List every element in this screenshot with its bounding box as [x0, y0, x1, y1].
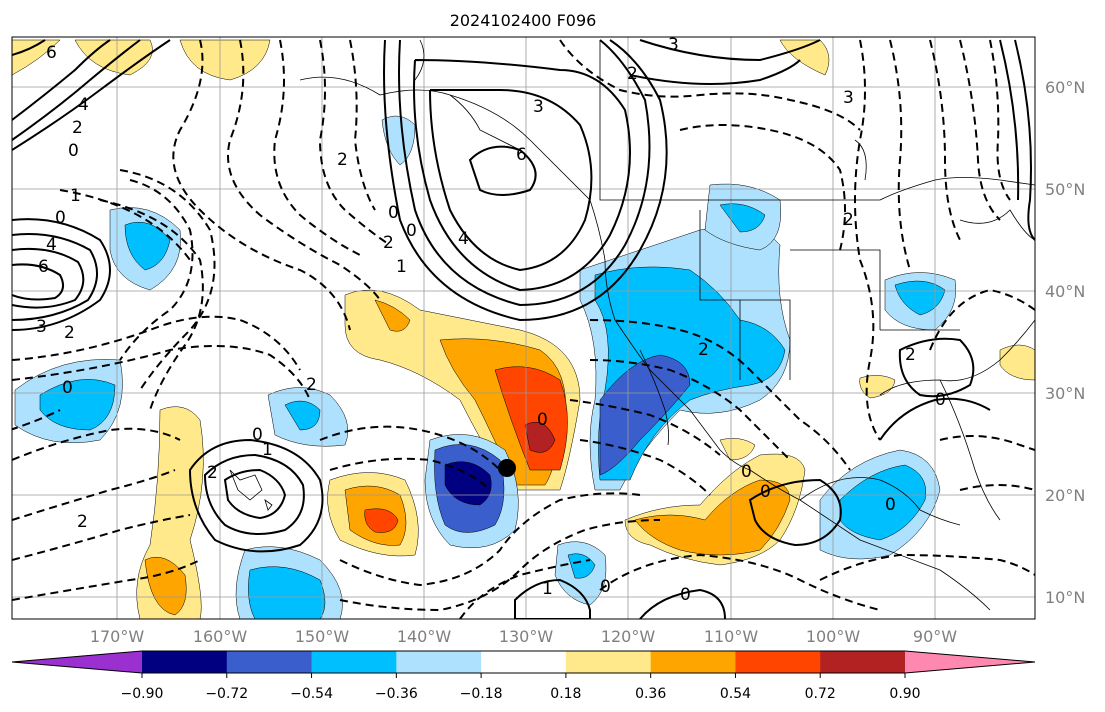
svg-text:0: 0 — [760, 482, 771, 502]
svg-text:6: 6 — [516, 145, 527, 165]
svg-text:1: 1 — [262, 440, 273, 460]
lon-label: 120°W — [601, 627, 656, 646]
svg-text:6: 6 — [46, 43, 57, 63]
lat-label: 10°N — [1045, 588, 1085, 607]
lat-label: 30°N — [1045, 384, 1085, 403]
svg-text:1: 1 — [396, 257, 407, 277]
contour-labels: 6 3 2 3 4 2 0 2 1 0 4 6 3 2 0 2 0 1 2 2 … — [36, 35, 946, 605]
svg-text:0: 0 — [885, 495, 896, 515]
storm-center-marker — [498, 459, 516, 477]
coastlines — [229, 39, 1035, 611]
lat-label: 60°N — [1045, 78, 1085, 97]
colorbar-segment — [650, 651, 736, 673]
svg-text:2: 2 — [383, 233, 394, 253]
svg-text:6: 6 — [38, 257, 49, 277]
colorbar-segment — [820, 651, 906, 673]
lon-label: 150°W — [295, 627, 350, 646]
colorbar-tick-label: 0.36 — [635, 686, 666, 702]
colorbar-segment — [565, 651, 652, 673]
svg-text:0: 0 — [252, 425, 263, 445]
colorbar-segment — [396, 651, 482, 673]
svg-text:0: 0 — [680, 585, 691, 605]
svg-text:0: 0 — [62, 378, 73, 398]
svg-text:0: 0 — [55, 208, 66, 228]
lon-label: 100°W — [806, 627, 861, 646]
svg-text:2: 2 — [337, 150, 348, 170]
svg-text:3: 3 — [36, 317, 47, 337]
svg-text:0: 0 — [388, 203, 399, 223]
colorbar: −0.90 −0.72 −0.54 −0.36 −0.18 0.18 0.36 0.54 0.7… — [11, 650, 1036, 702]
svg-text:2: 2 — [64, 323, 75, 343]
colorbar-segment — [226, 651, 313, 673]
svg-text:2: 2 — [843, 210, 854, 230]
colorbar-tick-label: 0.54 — [720, 686, 751, 702]
map-title: 2024102400 F096 — [450, 11, 597, 30]
svg-text:0: 0 — [537, 410, 548, 430]
colorbar-tick-label: −0.36 — [375, 686, 418, 702]
svg-text:4: 4 — [78, 95, 89, 115]
lon-label: 170°W — [90, 627, 145, 646]
svg-text:0: 0 — [935, 390, 946, 410]
colorbar-extension-low — [12, 651, 142, 673]
svg-text:2: 2 — [77, 512, 88, 532]
svg-text:4: 4 — [458, 229, 469, 249]
lon-label: 90°W — [913, 627, 957, 646]
contour-lines — [12, 39, 1035, 619]
svg-text:0: 0 — [406, 221, 417, 241]
anomaly-shading — [12, 39, 1035, 619]
svg-text:2: 2 — [207, 463, 218, 483]
svg-text:3: 3 — [843, 88, 854, 108]
colorbar-segment — [311, 651, 397, 673]
colorbar-tick-label: −0.72 — [205, 686, 248, 702]
svg-text:0: 0 — [741, 462, 752, 482]
lat-label: 40°N — [1045, 282, 1085, 301]
svg-text:3: 3 — [533, 97, 544, 117]
colorbar-tick-label: −0.54 — [290, 686, 333, 702]
colorbar-tick-label: −0.90 — [121, 686, 164, 702]
latitude-labels: 60°N 50°N 40°N 30°N 20°N 10°N — [1045, 78, 1085, 607]
lon-label: 140°W — [397, 627, 452, 646]
svg-text:0: 0 — [600, 577, 611, 597]
svg-text:4: 4 — [46, 235, 57, 255]
svg-text:2: 2 — [905, 345, 916, 365]
svg-text:3: 3 — [668, 35, 679, 55]
svg-text:1: 1 — [542, 579, 553, 599]
svg-text:0: 0 — [68, 141, 79, 161]
lat-label: 20°N — [1045, 486, 1085, 505]
svg-text:1: 1 — [70, 186, 81, 206]
colorbar-segment — [735, 651, 821, 673]
svg-text:2: 2 — [72, 118, 83, 138]
svg-text:2: 2 — [627, 64, 638, 84]
lon-label: 110°W — [704, 627, 759, 646]
lon-label: 130°W — [499, 627, 554, 646]
colorbar-tick-label: 0.90 — [889, 686, 920, 702]
colorbar-segment — [142, 651, 228, 673]
map-frame — [11, 36, 1036, 620]
lat-label: 50°N — [1045, 180, 1085, 199]
colorbar-tick-label: 0.18 — [550, 686, 581, 702]
colorbar-extension-high — [905, 651, 1035, 673]
svg-text:2: 2 — [698, 340, 709, 360]
colorbar-segment — [481, 651, 567, 673]
colorbar-tick-label: 0.72 — [805, 686, 836, 702]
map-area: 6 3 2 3 4 2 0 2 1 0 4 6 3 2 0 2 0 1 2 2 … — [12, 35, 1035, 619]
longitude-labels: 170°W 160°W 150°W 140°W 130°W 120°W 110°… — [90, 627, 957, 646]
lon-label: 160°W — [193, 627, 248, 646]
colorbar-tick-label: −0.18 — [460, 686, 503, 702]
svg-text:2: 2 — [306, 375, 317, 395]
